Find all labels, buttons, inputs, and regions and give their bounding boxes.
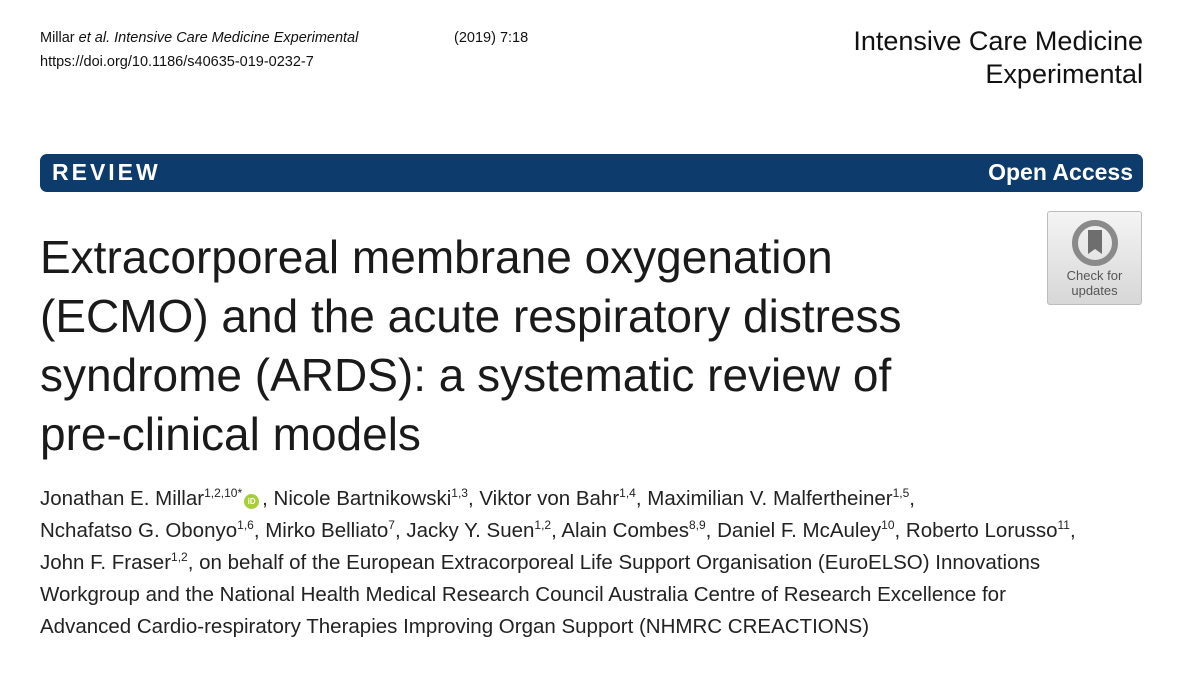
orcid-icon[interactable]: iD [244,494,260,509]
author-affiliation: 10 [881,518,895,532]
check-for-updates-button[interactable]: Check for updates [1047,211,1142,305]
title-line4: pre-clinical models [40,408,421,460]
author-name[interactable]: Viktor von Bahr [479,487,620,510]
check-updates-icon [1071,220,1118,266]
behalf-text: , on behalf of the European Extracorpore… [187,551,1041,574]
author-name[interactable]: Mirko Belliato [265,519,389,542]
author-line-1: Jonathan E. Millar1,2,10*iD, Nicole Bart… [40,486,915,510]
journal-name: Intensive Care Medicine Experimental [853,25,1143,91]
author-name[interactable]: Maximilian V. Malfertheiner [647,487,893,510]
author-name[interactable]: Jonathan E. Millar [40,487,205,510]
author-name[interactable]: John F. Fraser [40,551,172,574]
author-name[interactable]: Nicole Bartnikowski [273,487,452,510]
author-affiliation: 8,9 [688,518,706,532]
title-line3: syndrome (ARDS): a systematic review of [40,349,892,401]
author-line-2: Nchafatso G. Obonyo1,6, Mirko Belliato7,… [40,518,1076,542]
author-name[interactable]: Daniel F. McAuley [717,519,882,542]
article-type: REVIEW [52,159,161,185]
citation-authors: Millar [40,30,79,46]
check-updates-label-1: Check for [1066,268,1123,283]
author-affiliation: 7 [388,518,395,532]
author-name[interactable]: Nchafatso G. Obonyo [40,519,238,542]
author-line-3: John F. Fraser1,2, on behalf of the Euro… [40,547,1150,579]
journal-name-line1: Intensive Care Medicine [853,26,1143,56]
citation-journal: et al. Intensive Care Medicine Experimen… [78,30,359,46]
author-name[interactable]: Jacky Y. Suen [406,519,535,542]
author-name[interactable]: Roberto Lorusso [905,519,1058,542]
author-list: Jonathan E. Millar1,2,10*iD, Nicole Bart… [40,483,1150,643]
author-affiliation: 1,2,10* [204,486,243,500]
title-line1: Extracorporeal membrane oxygenation [40,231,833,283]
check-updates-label-2: updates [1071,283,1118,298]
author-line-4: Workgroup and the National Health Medica… [40,583,1006,606]
citation-line: Millar et al. Intensive Care Medicine Ex… [40,26,528,50]
author-affiliation: 1,2 [534,518,552,532]
author-affiliation: 1,5 [892,486,910,500]
article-title: Extracorporeal membrane oxygenation (ECM… [40,228,1000,464]
journal-name-line2: Experimental [985,59,1143,89]
author-affiliation: 11 [1057,518,1070,532]
author-affiliation: 1,6 [237,518,254,532]
author-affiliation: 1,2 [171,550,188,564]
doi-link[interactable]: https://doi.org/10.1186/s40635-019-0232-… [40,54,314,70]
author-affiliation: 1,4 [619,486,636,500]
citation-year: (2019) 7:18 [454,30,529,46]
article-type-banner: REVIEW Open Access [40,154,1143,192]
author-affiliation: 1,3 [451,486,468,500]
author-line-5: Advanced Cardio-respiratory Therapies Im… [40,615,870,638]
open-access-label: Open Access [988,159,1133,185]
title-line2: (ECMO) and the acute respiratory distres… [40,290,902,342]
author-name[interactable]: Alain Combes [561,519,689,542]
citation-block: Millar et al. Intensive Care Medicine Ex… [40,26,528,74]
